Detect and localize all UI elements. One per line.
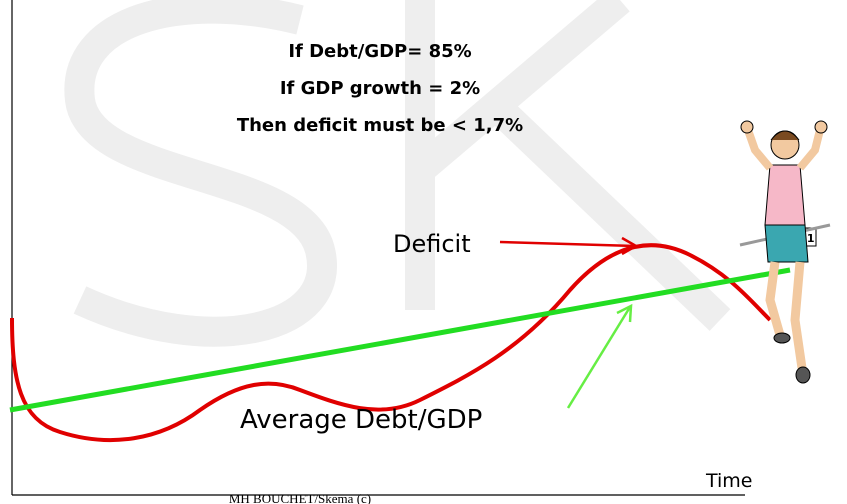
deficit-label: Deficit (393, 230, 471, 258)
annotation: Then deficit must be < 1,7% (237, 115, 523, 136)
runner: 111 (739, 120, 831, 384)
average-label: Average Debt/GDP (240, 405, 482, 435)
deficit-arrow (499, 236, 639, 256)
footer: MH BOUCHET/Skema (c) (229, 491, 371, 504)
x-axis-label: Time (705, 470, 753, 492)
average-arrow (566, 303, 633, 409)
annotation: If GDP growth = 2% (280, 78, 480, 99)
deficit-curve (10, 243, 772, 443)
average-line (9, 267, 791, 413)
annotation: If Debt/GDP= 85% (288, 41, 471, 62)
watermark (64, 0, 731, 347)
